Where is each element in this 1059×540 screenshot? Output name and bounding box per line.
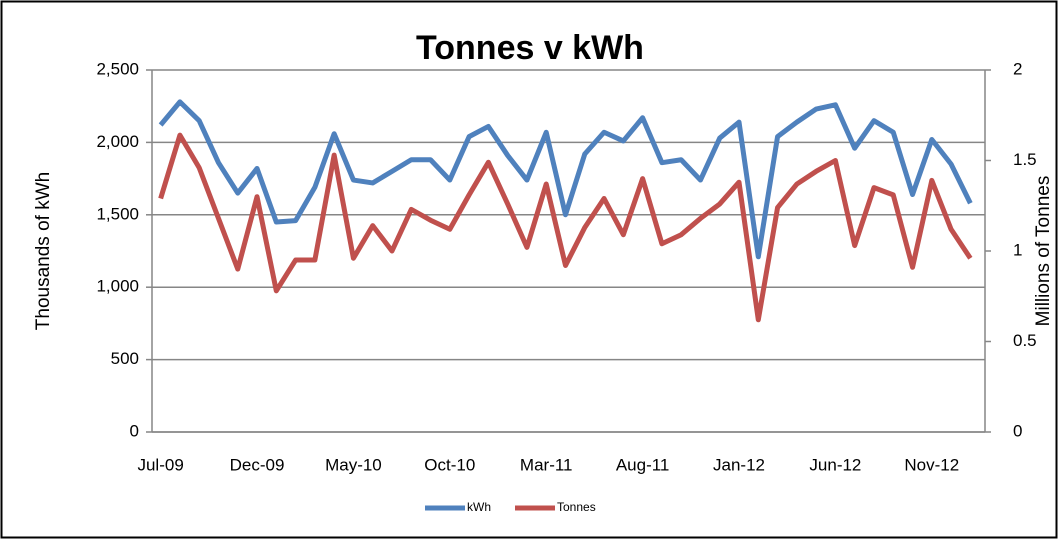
x-tick-label: Jul-09 — [137, 455, 183, 474]
legend-label: kWh — [467, 500, 491, 514]
x-tick-label: Nov-12 — [904, 455, 959, 474]
y2-tick-label: 1.5 — [1013, 150, 1037, 169]
y-tick-label: 1,500 — [96, 204, 139, 223]
y-tick-label: 2,500 — [96, 59, 139, 78]
y2-tick-label: 0.5 — [1013, 331, 1037, 350]
y-tick-label: 0 — [130, 421, 139, 440]
x-tick-label: Mar-11 — [520, 455, 573, 474]
line-series — [158, 99, 973, 260]
chart-title: Tonnes v kWh — [416, 29, 644, 67]
y-tick-label: 500 — [111, 349, 139, 368]
x-tick-label: Dec-09 — [230, 455, 285, 474]
legend-label: Tonnes — [557, 500, 596, 514]
x-tick-label: Aug-11 — [616, 455, 670, 474]
y2-axis-title: Millions of Tonnes — [1033, 176, 1054, 327]
x-tick-label: Jun-12 — [809, 455, 861, 474]
x-tick-label: Oct-10 — [424, 455, 475, 474]
y-tick-label: 1,000 — [96, 277, 139, 296]
y2-tick-label: 1 — [1013, 240, 1022, 259]
line-series — [158, 132, 973, 323]
y2-tick-label: 0 — [1013, 421, 1022, 440]
y-tick-label: 2,000 — [96, 132, 139, 151]
x-tick-label: Jan-12 — [713, 455, 765, 474]
y2-tick-label: 2 — [1013, 59, 1022, 78]
x-tick-label: May-10 — [325, 455, 382, 474]
y-axis-title: Thousands of kWh — [33, 172, 54, 330]
